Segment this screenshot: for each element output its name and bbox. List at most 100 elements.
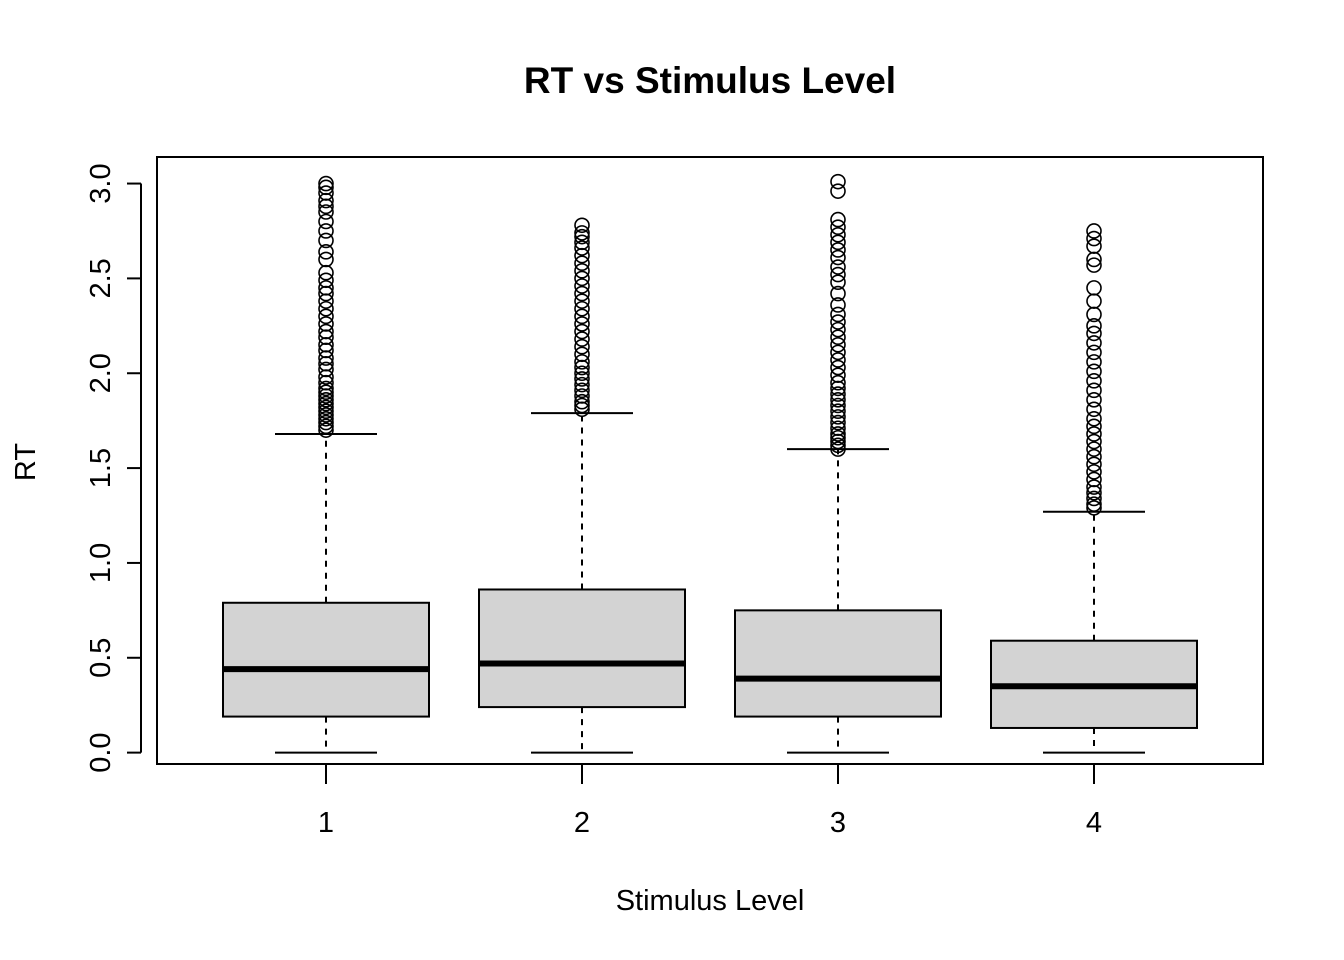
y-tick-label: 3.0 <box>85 163 117 203</box>
outlier-point <box>830 259 846 275</box>
outlier-point <box>830 274 846 290</box>
outlier-point <box>830 234 846 251</box>
outlier-point <box>830 314 846 330</box>
outlier-point <box>830 386 846 402</box>
outlier-point <box>830 441 846 457</box>
outlier-point <box>830 426 846 442</box>
iqr-box <box>478 588 686 709</box>
outlier-point <box>318 213 334 230</box>
outlier-point <box>318 418 334 435</box>
x-tick-label: 3 <box>830 807 846 839</box>
outlier-point <box>1086 354 1102 370</box>
y-axis: 0.0 0.5 1.0 1.5 2.0 2.5 3.0 <box>85 163 142 773</box>
outlier-point <box>1086 426 1102 442</box>
iqr-box <box>222 601 430 718</box>
outlier-point <box>574 338 590 355</box>
outlier-point <box>1086 433 1102 450</box>
outlier-point <box>830 249 846 266</box>
box-group-2 <box>478 217 686 754</box>
outlier-point <box>830 367 846 383</box>
outlier-point <box>830 219 846 235</box>
outlier-point <box>574 331 590 347</box>
outlier-point <box>1086 373 1102 389</box>
outlier-point <box>318 403 334 419</box>
outlier-point <box>574 293 590 309</box>
y-tick-label: 0.5 <box>85 638 117 678</box>
x-axis: 1 2 3 4 <box>318 763 1102 839</box>
outlier-point <box>318 391 334 408</box>
outlier-point <box>574 354 590 370</box>
outlier-point <box>1086 464 1102 480</box>
outlier-point <box>1086 223 1102 239</box>
outlier-point <box>830 437 846 454</box>
outlier-point <box>1086 410 1102 427</box>
outlier-point <box>318 179 334 196</box>
outlier-point <box>318 414 334 431</box>
outlier-point <box>318 272 334 289</box>
box-group-1 <box>222 175 430 754</box>
outlier-point <box>830 397 846 414</box>
outlier-point <box>830 242 846 258</box>
outlier-point <box>830 391 846 408</box>
outlier-point <box>830 344 846 361</box>
outlier-point <box>574 365 590 382</box>
outlier-point <box>318 244 334 260</box>
y-tick-label: 2.0 <box>85 353 117 393</box>
outlier-point <box>574 371 590 387</box>
outlier-point <box>1086 344 1102 361</box>
outlier-point <box>1086 479 1102 495</box>
outlier-point <box>318 361 334 378</box>
x-tick-label: 2 <box>574 807 590 839</box>
boxes-group <box>222 173 1198 754</box>
outlier-point <box>1086 382 1102 399</box>
outlier-point <box>574 393 590 410</box>
outlier-point <box>574 225 590 241</box>
outlier-point <box>318 410 334 427</box>
outlier-point <box>318 280 334 296</box>
outlier-point <box>830 420 846 437</box>
y-tick-label: 2.5 <box>85 258 117 298</box>
outlier-point <box>318 308 334 325</box>
outlier-point <box>830 211 846 228</box>
chart-title: RT vs Stimulus Level <box>524 60 896 101</box>
outlier-point <box>318 395 334 412</box>
x-tick-label: 4 <box>1086 807 1102 839</box>
outlier-point <box>1086 448 1102 465</box>
outlier-point <box>1086 418 1102 435</box>
outlier-point <box>574 278 590 294</box>
y-tick-label: 1.5 <box>85 448 117 488</box>
outlier-point <box>318 175 334 192</box>
x-axis-title: Stimulus Level <box>616 885 805 917</box>
outlier-point <box>318 384 334 401</box>
outlier-point <box>318 300 334 317</box>
outlier-point <box>574 316 590 332</box>
outlier-point <box>574 234 590 251</box>
outlier-point <box>574 382 590 399</box>
y-tick-label: 1.0 <box>85 543 117 583</box>
outlier-point <box>830 352 846 368</box>
outlier-point <box>574 376 590 393</box>
outlier-point <box>1086 230 1102 247</box>
y-axis-title: RT <box>10 443 42 481</box>
outlier-point <box>830 409 846 425</box>
outlier-point <box>830 285 846 302</box>
outlier-point <box>830 173 846 190</box>
outlier-point <box>318 323 334 340</box>
outlier-point <box>1086 456 1102 473</box>
outlier-point <box>574 323 590 340</box>
outlier-point <box>830 329 846 346</box>
outlier-point <box>830 403 846 419</box>
outlier-point <box>1086 363 1102 380</box>
outlier-point <box>1086 257 1102 273</box>
outlier-point <box>574 300 590 317</box>
outlier-point <box>574 228 590 245</box>
outlier-point <box>830 336 846 353</box>
outlier-point <box>1086 496 1102 512</box>
outlier-point <box>574 346 590 363</box>
outlier-point <box>318 407 334 423</box>
outlier-point <box>830 414 846 431</box>
outlier-point <box>318 185 334 201</box>
outlier-point <box>318 223 334 239</box>
